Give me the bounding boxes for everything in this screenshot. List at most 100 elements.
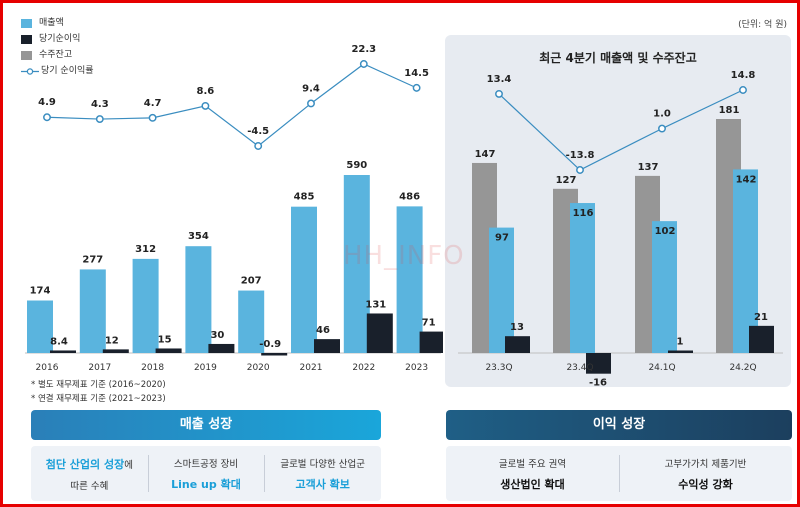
margin-point-2021 (307, 99, 315, 108)
margin-label-2019: 8.6 (197, 86, 215, 97)
backlog-label-24.2Q: 181 (719, 105, 740, 116)
margin-label-2016: 4.9 (38, 97, 56, 108)
note-separate: * 별도 재무제표 기준 (2016~2020) (31, 380, 166, 390)
quarter-sales-bar-24.2Q (733, 169, 758, 353)
profit-cell-profitability: 고부가가치 제품기반 수익성 강화 (619, 446, 792, 501)
legend-item-margin: 당기 순이익률 (21, 63, 94, 79)
sales-bar-2016 (27, 300, 53, 353)
margin-line (46, 63, 417, 147)
sales-cell-3-line1: 글로벌 다양한 산업군 (280, 458, 366, 470)
margin-label-2023: 14.5 (404, 68, 429, 79)
backlog-label-23.4Q: 127 (556, 175, 577, 186)
net-income-bar-2017 (102, 349, 129, 353)
sales-bar-2017 (79, 269, 106, 353)
legend-swatch-sales (21, 18, 32, 28)
net-income-label-2022: 131 (365, 299, 386, 310)
margin-point-2022 (359, 60, 368, 68)
margin-point-2018 (148, 113, 157, 122)
sales-bar-2018 (132, 258, 159, 353)
legend-item-net-income: 당기순이익 (21, 31, 94, 47)
quarter-margin-point-24.1Q (658, 124, 666, 133)
band-profit-growth: 이익 성장 (446, 410, 792, 440)
margin-point-2023 (412, 83, 421, 92)
margin-label-2018: 4.7 (144, 98, 162, 109)
net-income-label-2021: 46 (316, 325, 330, 336)
net-income-label-2016: 8.4 (50, 336, 68, 347)
sales-cell-1-suffix: 에 (124, 459, 133, 471)
legend-label-margin: 당기 순이익률 (41, 66, 94, 76)
quarterly-chart-title: 최근 4분기 매출액 및 수주잔고 (539, 51, 697, 65)
quarter-sales-label-23.3Q: 97 (495, 233, 509, 244)
year-tick-2019: 2019 (194, 363, 217, 373)
sales-label-2017: 277 (82, 254, 103, 265)
margin-point-2020 (254, 142, 263, 150)
year-tick-2016: 2016 (36, 363, 59, 373)
net-income-bar-2021 (314, 339, 340, 353)
sales-cell-1-highlight: 첨단 산업의 성장 (45, 457, 125, 471)
sales-bar-2019 (185, 246, 212, 353)
quarter-margin-point-24.2Q (739, 86, 747, 94)
profit-cell-2-line1: 고부가가치 제품기반 (664, 458, 747, 470)
legend-line-icon (21, 67, 39, 75)
net-income-label-2023: 71 (422, 318, 436, 329)
band-sales-growth: 매출 성장 (31, 410, 381, 440)
sales-label-2019: 354 (188, 231, 209, 242)
quarter-net-income-bar-24.1Q (668, 350, 693, 353)
sales-label-2020: 207 (241, 276, 262, 287)
quarter-sales-label-24.2Q: 142 (736, 174, 757, 185)
net-income-label-2019: 30 (210, 330, 224, 341)
quarter-margin-point-23.3Q (495, 89, 503, 98)
sales-cell-2-line1: 스마트공정 장비 (173, 458, 239, 470)
margin-label-2020: -4.5 (247, 126, 269, 137)
quarter-tick-23.3Q: 23.3Q (485, 363, 512, 373)
sales-label-2021: 485 (294, 192, 315, 203)
profit-cell-production: 글로벌 주요 권역 생산법인 확대 (446, 446, 619, 501)
legend: 매출액 당기순이익 수주잔고 당기 순이익률 (21, 15, 94, 79)
quarter-tick-24.1Q: 24.1Q (648, 363, 675, 373)
quarter-sales-bar-24.1Q (652, 221, 677, 353)
legend-item-backlog: 수주잔고 (21, 47, 94, 63)
profit-growth-box: 글로벌 주요 권역 생산법인 확대 고부가가치 제품기반 수익성 강화 (446, 446, 792, 501)
margin-label-2017: 4.3 (91, 99, 109, 110)
year-tick-2021: 2021 (300, 363, 323, 373)
quarter-net-income-bar-23.3Q (505, 336, 530, 353)
sales-label-2016: 174 (30, 286, 51, 297)
net-income-label-2020: -0.9 (259, 339, 281, 350)
net-income-label-2017: 12 (105, 335, 119, 346)
sales-label-2022: 590 (346, 160, 367, 171)
profit-cell-1-line1: 글로벌 주요 권역 (498, 458, 567, 470)
net-income-bar-2023 (419, 331, 443, 353)
legend-swatch-net-income (21, 34, 32, 44)
quarter-margin-label-23.4Q: -13.8 (566, 150, 595, 161)
quarter-sales-label-24.1Q: 102 (655, 226, 676, 237)
sales-bar-2021 (291, 206, 317, 353)
profit-cell-1-line2: 생산법인 확대 (500, 477, 565, 491)
net-income-bar-2018 (155, 348, 182, 353)
quarter-tick-24.2Q: 24.2Q (729, 363, 756, 373)
legend-label-backlog: 수주잔고 (39, 50, 73, 60)
quarter-margin-point-23.4Q (576, 166, 584, 174)
quarter-sales-bar-23.4Q (570, 203, 595, 353)
margin-label-2021: 9.4 (302, 83, 320, 94)
watermark: HH_INFO (343, 241, 465, 271)
quarter-sales-label-23.4Q: 116 (573, 208, 594, 219)
net-income-bar-2019 (208, 343, 235, 353)
quarter-net-income-bar-23.4Q (586, 353, 611, 374)
quarterly-chart: 147 97 13 23.3Q 127 116 -16 23.4Q 137 102 1 24.1Q 18… (458, 70, 783, 389)
year-tick-2022: 2022 (352, 363, 375, 373)
backlog-label-23.3Q: 147 (475, 149, 496, 160)
quarter-net-income-label-23.4Q: -16 (589, 378, 607, 389)
sales-cell-smart-process: 스마트공정 장비 Line up 확대 (147, 446, 265, 501)
quarter-tick-23.4Q: 23.4Q (566, 363, 593, 373)
sales-growth-box: 첨단 산업의 성장에 따른 수혜 스마트공정 장비 Line up 확대 글로벌… (31, 446, 381, 501)
quarter-margin-line (498, 89, 744, 171)
legend-label-net-income: 당기순이익 (39, 34, 81, 44)
profit-cell-2-line2: 수익성 강화 (678, 477, 733, 491)
sales-label-2018: 312 (135, 244, 156, 255)
sales-cell-1-line2: 따른 수혜 (70, 480, 109, 492)
net-income-label-2018: 15 (158, 334, 172, 345)
quarter-net-income-label-24.1Q: 1 (677, 337, 684, 348)
note-consolidated: * 연결 재무제표 기준 (2021~2023) (31, 394, 166, 404)
annual-chart: 174 8.4 2016 277 12 2017 312 15 2018 354 30 2019 207… (25, 44, 443, 373)
margin-point-2017 (95, 115, 104, 124)
